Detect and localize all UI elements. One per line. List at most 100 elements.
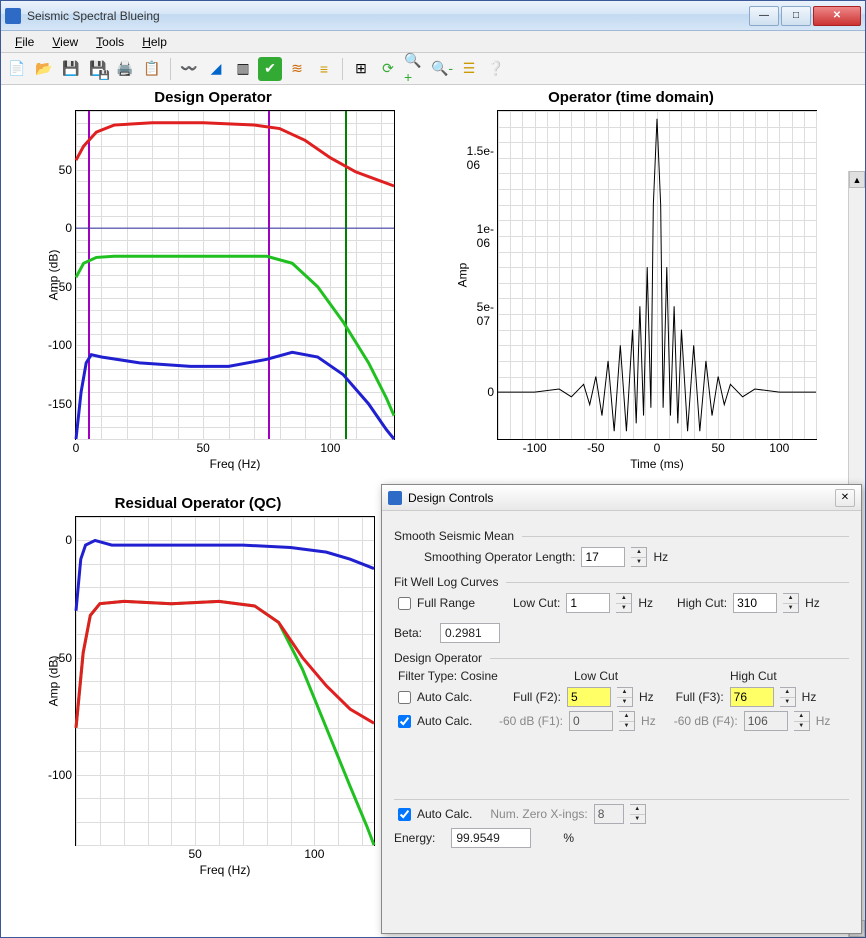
spectrum-icon[interactable]: ◢ (204, 57, 228, 81)
full-range-checkbox[interactable] (398, 597, 411, 610)
highcut-header: High Cut (730, 669, 777, 683)
minimize-button[interactable]: — (749, 6, 779, 26)
unit-hz: Hz (802, 690, 817, 704)
design-controls-titlebar[interactable]: Design Controls ✕ (382, 485, 861, 511)
full-f3-label: Full (F3): (676, 690, 724, 704)
num-xings-label: Num. Zero X-ings: (490, 807, 587, 821)
check-icon[interactable]: ✔ (258, 57, 282, 81)
new-icon[interactable]: 📄 (5, 57, 29, 81)
app-icon (5, 8, 21, 24)
smoothing-length-input[interactable] (581, 547, 625, 567)
help-icon[interactable]: ❔ (484, 57, 508, 81)
beta-value[interactable]: 0.2981 (440, 623, 500, 643)
plot-area[interactable]: Amp (dB) Freq (Hz) 50100-100-500 (75, 516, 375, 846)
close-button[interactable]: ✕ (813, 6, 861, 26)
neg60-f4-input (744, 711, 788, 731)
menu-view[interactable]: View (44, 33, 86, 51)
neg60-f1-input (569, 711, 613, 731)
refresh-icon[interactable]: ⟳ (376, 57, 400, 81)
chart-operator-time: Operator (time domain) Amp Time (ms) -10… (431, 89, 831, 440)
group-smooth-seismic: Smooth Seismic Mean (394, 529, 514, 543)
unit-hz: Hz (639, 690, 654, 704)
neg60-f4-spinner: ▲▼ (794, 711, 810, 731)
full-f2-spinner[interactable]: ▲▼ (617, 687, 633, 707)
window-title: Seismic Spectral Blueing (27, 9, 749, 23)
chart-design-operator: Design Operator Amp (dB) Freq (Hz) 05010… (13, 89, 413, 440)
menu-file[interactable]: File (7, 33, 42, 51)
stack-icon[interactable]: ☰ (457, 57, 481, 81)
filter-type-label: Filter Type: Cosine (398, 669, 568, 683)
xaxis-label: Freq (Hz) (200, 863, 251, 877)
xaxis-label: Freq (Hz) (210, 457, 261, 471)
plot-area[interactable]: Amp Time (ms) -100-5005010005e-071e-061.… (497, 110, 817, 440)
chart-title: Operator (time domain) (431, 89, 831, 106)
bands-icon[interactable]: ▥ (231, 57, 255, 81)
neg60-f4-label: -60 dB (F4): (674, 714, 738, 728)
smoothing-length-label: Smoothing Operator Length: (424, 550, 575, 564)
log-icon[interactable]: ≋ (285, 57, 309, 81)
chart-title: Design Operator (13, 89, 413, 106)
group-design-operator: Design Operator (394, 651, 482, 665)
save-icon[interactable]: 💾 (59, 57, 83, 81)
design-controls-window: Design Controls ✕ Smooth Seismic Mean Sm… (381, 484, 862, 934)
unit-hz: Hz (816, 714, 831, 728)
full-f2-label: Full (F2): (513, 690, 561, 704)
plot-area[interactable]: Amp (dB) Freq (Hz) 050100-150-100-50050 (75, 110, 395, 440)
full-f2-input[interactable] (567, 687, 611, 707)
neg60-f1-label: -60 dB (F1): (499, 714, 563, 728)
yaxis-label: Amp (455, 263, 469, 288)
dc-title: Design Controls (408, 491, 835, 505)
beta-label: Beta: (394, 626, 422, 640)
saveall-icon[interactable]: 💾💾 (86, 57, 110, 81)
autocalc1-checkbox[interactable] (398, 691, 411, 704)
chart-residual-operator: Residual Operator (QC) Amp (dB) Freq (Hz… (13, 495, 383, 846)
lowcut-input[interactable] (566, 593, 610, 613)
report-icon[interactable]: 📋 (140, 57, 164, 81)
unit-hz: Hz (653, 550, 668, 564)
group-fit-well: Fit Well Log Curves (394, 575, 498, 589)
print-icon[interactable]: 🖨️ (113, 57, 137, 81)
unit-hz: Hz (805, 596, 820, 610)
energy-value: 99.9549 (451, 828, 531, 848)
menu-help[interactable]: Help (134, 33, 175, 51)
autocalc2-label: Auto Calc. (417, 714, 493, 728)
full-f3-input[interactable] (730, 687, 774, 707)
dc-close-button[interactable]: ✕ (835, 489, 855, 507)
neg60-f1-spinner: ▲▼ (619, 711, 635, 731)
chart-title: Residual Operator (QC) (13, 495, 383, 512)
zoomout-icon[interactable]: 🔍- (430, 57, 454, 81)
highcut-label: High Cut: (677, 596, 727, 610)
autocalc3-checkbox[interactable] (398, 808, 411, 821)
unit-hz: Hz (641, 714, 656, 728)
layers-icon[interactable]: ≡ (312, 57, 336, 81)
autocalc3-label: Auto Calc. (417, 807, 472, 821)
autocalc1-label: Auto Calc. (417, 690, 507, 704)
wavelet-icon[interactable]: 〰️ (177, 57, 201, 81)
num-xings-spinner: ▲▼ (630, 804, 646, 824)
full-range-label: Full Range (417, 596, 507, 610)
open-icon[interactable]: 📂 (32, 57, 56, 81)
lowcut-header: Low Cut (574, 669, 724, 683)
grid-icon[interactable]: ⊞ (349, 57, 373, 81)
scroll-up-icon[interactable]: ▲ (849, 171, 865, 188)
energy-unit: % (563, 831, 574, 845)
maximize-button[interactable]: □ (781, 6, 811, 26)
unit-hz: Hz (638, 596, 653, 610)
zoomin-icon[interactable]: 🔍+ (403, 57, 427, 81)
design-controls-body: Smooth Seismic Mean Smoothing Operator L… (382, 511, 861, 933)
menubar: File View Tools Help (1, 31, 865, 53)
autocalc2-checkbox[interactable] (398, 715, 411, 728)
full-f3-spinner[interactable]: ▲▼ (780, 687, 796, 707)
highcut-input[interactable] (733, 593, 777, 613)
highcut-spinner[interactable]: ▲▼ (783, 593, 799, 613)
menu-tools[interactable]: Tools (88, 33, 132, 51)
energy-label: Energy: (394, 831, 435, 845)
titlebar: Seismic Spectral Blueing — □ ✕ (1, 1, 865, 31)
num-xings-input (594, 804, 624, 824)
smoothing-spinner[interactable]: ▲▼ (631, 547, 647, 567)
dc-app-icon (388, 491, 402, 505)
xaxis-label: Time (ms) (630, 457, 684, 471)
lowcut-spinner[interactable]: ▲▼ (616, 593, 632, 613)
lowcut-label: Low Cut: (513, 596, 560, 610)
toolbar: 📄 📂 💾 💾💾 🖨️ 📋 〰️ ◢ ▥ ✔ ≋ ≡ ⊞ ⟳ 🔍+ 🔍- ☰ ❔ (1, 53, 865, 85)
